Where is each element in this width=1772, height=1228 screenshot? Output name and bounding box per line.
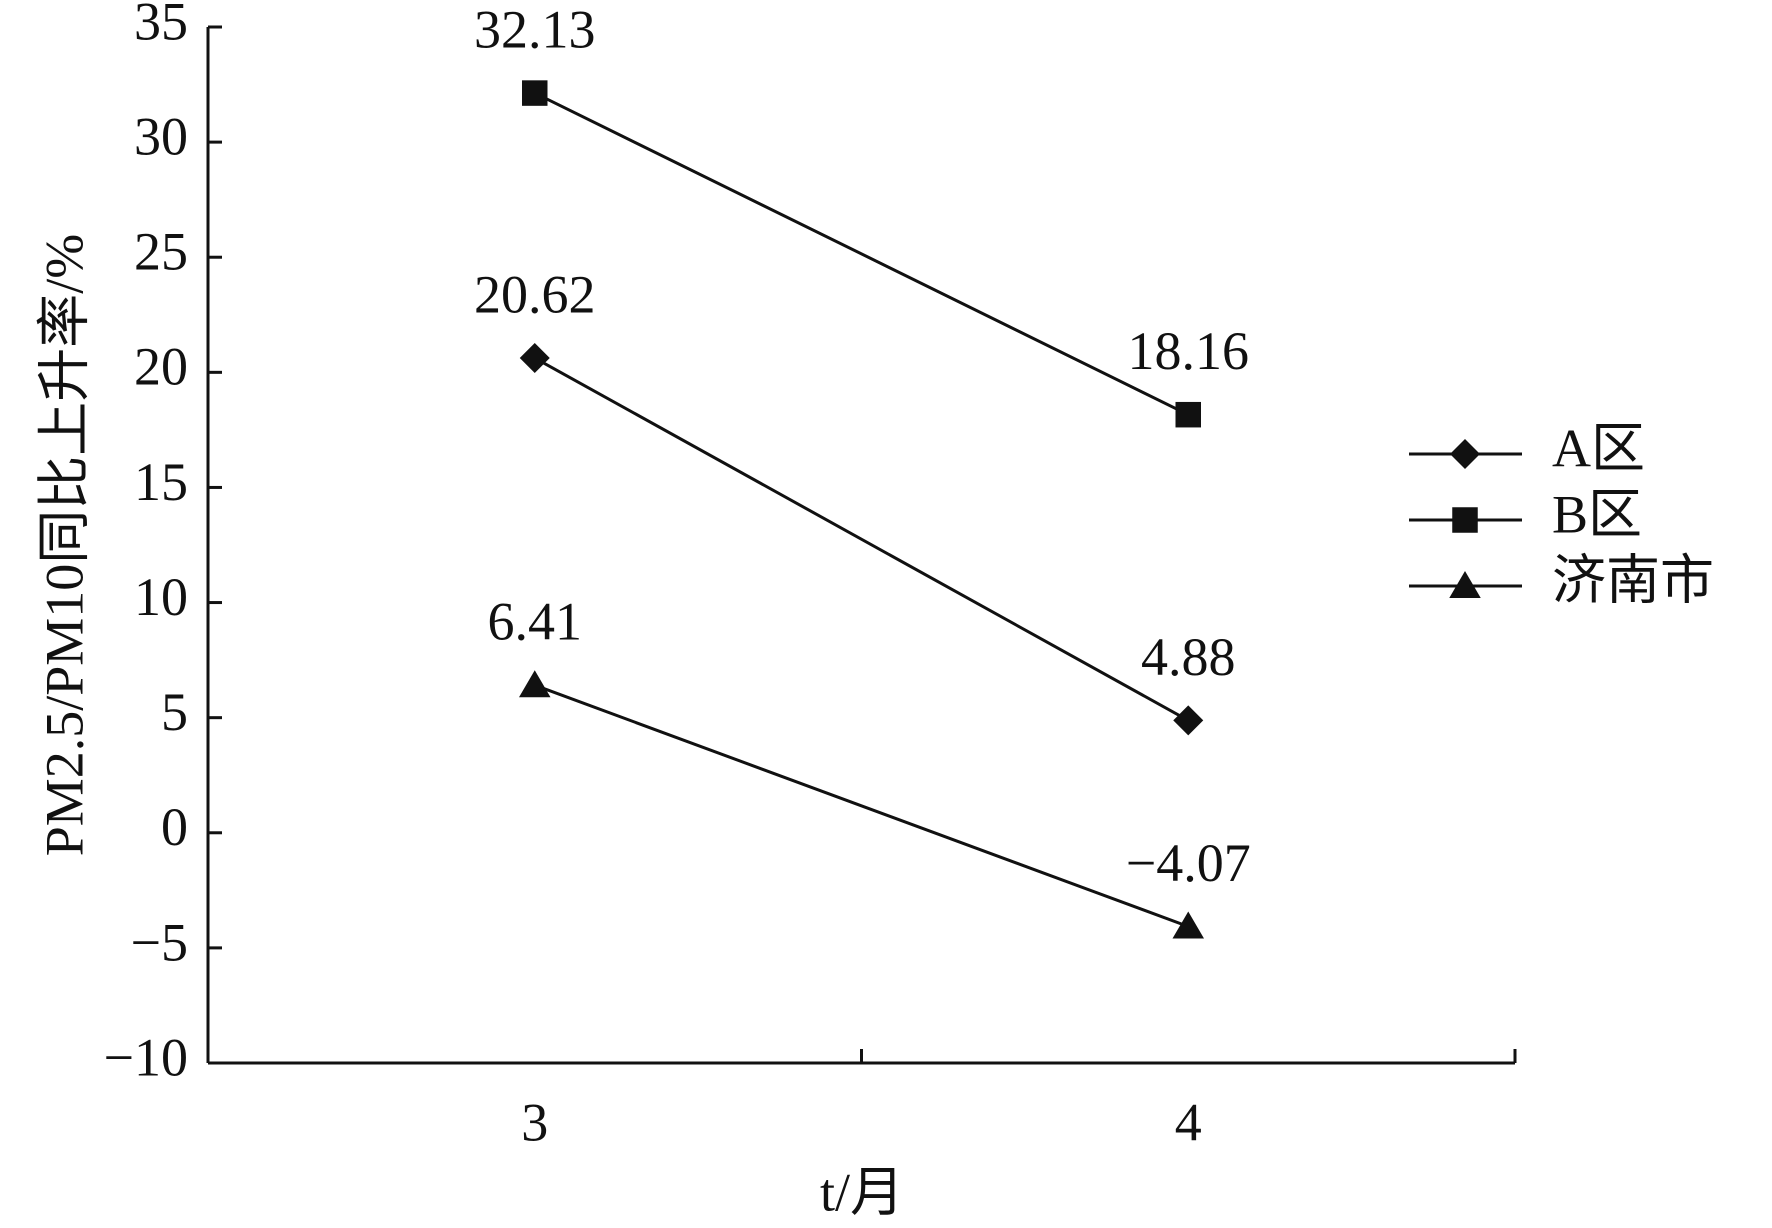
point: [519, 670, 551, 698]
data-label: −4.07: [1126, 833, 1251, 893]
y-tick-label: −5: [131, 912, 188, 972]
y-tick-label: 0: [161, 797, 188, 857]
point: [1173, 705, 1204, 736]
y-tick-label: 5: [161, 682, 188, 742]
x-tick-label: 4: [1175, 1092, 1202, 1152]
legend-label: B区: [1552, 484, 1642, 544]
legend-label: 济南市: [1552, 550, 1714, 610]
y-tick-label: 30: [134, 107, 188, 167]
y-tick-label: 35: [134, 0, 188, 51]
y-tick-label: 10: [134, 567, 188, 627]
legend-label: A区: [1552, 418, 1645, 478]
point: [1175, 401, 1201, 428]
point: [1172, 911, 1204, 939]
y-axis-label: PM2.5/PM10同比上升率/%: [34, 234, 94, 857]
data-label: 4.88: [1141, 627, 1236, 687]
point: [522, 80, 548, 106]
y-tick-label: −10: [104, 1027, 188, 1087]
legend-marker: [1450, 439, 1480, 469]
y-tick-label: 15: [134, 452, 188, 512]
data-label: 32.13: [474, 0, 596, 59]
x-axis-label: t/月: [820, 1162, 904, 1222]
point: [519, 343, 550, 374]
x-tick-label: 3: [521, 1092, 548, 1152]
series-line: [534, 91, 1189, 417]
series-line: [534, 356, 1189, 722]
data-label: 6.41: [488, 592, 583, 652]
series-line: [534, 683, 1189, 928]
y-tick-label: 25: [134, 222, 188, 282]
y-tick-label: 20: [134, 337, 188, 397]
legend-marker: [1449, 571, 1481, 598]
data-label: 18.16: [1128, 321, 1250, 381]
data-label: 20.62: [474, 264, 596, 324]
legend-marker: [1452, 507, 1478, 533]
